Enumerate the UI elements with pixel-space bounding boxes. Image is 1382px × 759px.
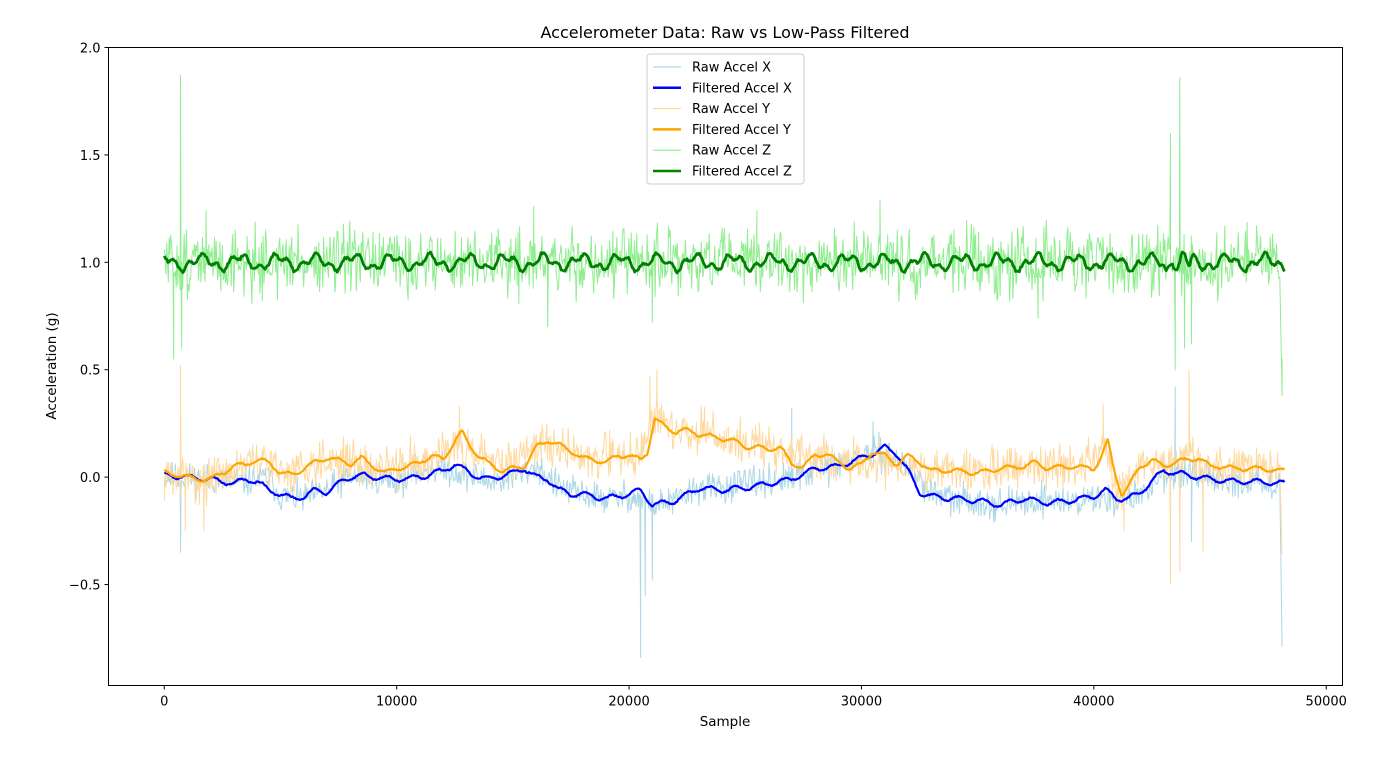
x-axis: 0 10000 20000 30000 40000 50000	[160, 685, 1347, 710]
x-axis-label: Sample	[700, 714, 751, 730]
legend-label-raw-accel-x: Raw Accel X	[692, 61, 771, 76]
x-tick-label: 30000	[841, 695, 882, 710]
x-tick-label: 50000	[1306, 695, 1347, 710]
series-filtered-accel-x	[164, 443, 1286, 508]
series-layer	[163, 74, 1286, 659]
legend-label-raw-accel-z: Raw Accel Z	[692, 144, 771, 159]
legend-label-filtered-accel-x: Filtered Accel X	[692, 81, 792, 96]
x-tick-label: 0	[160, 695, 168, 710]
legend-label-filtered-accel-z: Filtered Accel Z	[692, 165, 792, 180]
chart-title: Accelerometer Data: Raw vs Low-Pass Filt…	[541, 23, 910, 42]
y-tick-label: 2.0	[80, 42, 101, 57]
y-tick-label: 0.5	[80, 364, 101, 379]
series-raw-accel-z	[163, 74, 1283, 396]
legend: Raw Accel X Filtered Accel X Raw Accel Y Fi…	[646, 53, 805, 185]
y-axis-label: Acceleration (g)	[44, 312, 60, 419]
plot-frame	[108, 47, 1343, 686]
y-tick-label: −0.5	[69, 579, 101, 594]
series-filtered-accel-z	[163, 250, 1286, 275]
y-tick-label: 1.0	[80, 256, 101, 271]
legend-label-raw-accel-y: Raw Accel Y	[692, 102, 770, 117]
series-raw-accel-x	[163, 386, 1283, 659]
x-tick-label: 20000	[608, 695, 649, 710]
y-tick-label: 0.0	[80, 471, 101, 486]
x-tick-label: 40000	[1073, 695, 1114, 710]
legend-label-filtered-accel-y: Filtered Accel Y	[692, 123, 791, 138]
x-tick-label: 10000	[376, 695, 417, 710]
y-tick-label: 1.5	[80, 149, 101, 164]
legend-box	[646, 53, 805, 185]
series-filtered-accel-y	[163, 417, 1286, 497]
y-axis: −0.5 0.0 0.5 1.0 1.5 2.0	[69, 42, 109, 594]
